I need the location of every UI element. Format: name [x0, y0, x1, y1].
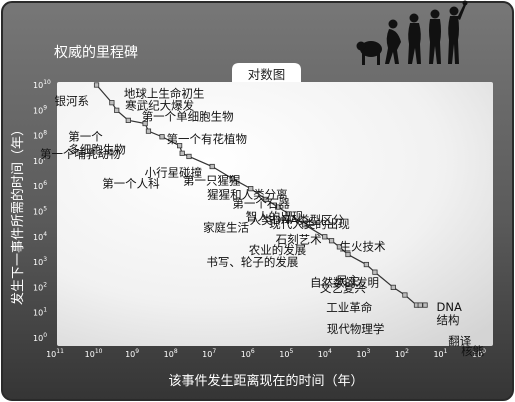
data-point [345, 251, 351, 258]
data-point [402, 292, 408, 298]
y-tick-label: 104 [33, 231, 47, 242]
event-label: 寒武纪大爆发 [125, 99, 194, 113]
data-point [159, 134, 165, 140]
event-label: 工业革命 [326, 300, 372, 314]
event-label: 第一只猩猩 [183, 173, 241, 187]
evolution-silhouette-icon [356, 0, 468, 65]
event-label: 第一个单细胞生物 [142, 109, 234, 123]
event-label: 翻译 [448, 334, 471, 348]
data-point [145, 128, 152, 134]
tick-labels: 1011 1010 109 108 107 106 105 104 103 102 101 100 10… [33, 79, 486, 359]
data-series [93, 82, 428, 308]
x-tick-label: 100 [472, 348, 486, 359]
event-label: 民主 [336, 274, 359, 288]
x-tick-label: 108 [164, 348, 178, 359]
event-label: 现代人类的出现 [269, 217, 350, 231]
x-tick-label: 101 [433, 348, 447, 359]
y-tick-label: 109 [33, 104, 47, 115]
y-tick-label: 103 [33, 256, 47, 267]
event-label: 小行星碰撞 [145, 166, 203, 180]
x-tick-label: 106 [241, 348, 255, 359]
event-label: 农业的发展 [249, 243, 307, 257]
data-point [322, 234, 328, 240]
event-label: 核能 [461, 344, 484, 358]
x-tick-label: 1011 [46, 348, 64, 359]
event-label: 猩猩和人类分离 [207, 188, 288, 202]
y-tick-label: 106 [33, 180, 47, 191]
data-point [336, 244, 343, 250]
data-point [248, 186, 254, 192]
event-label: DNA 结构 [437, 300, 462, 327]
event-label: 第一个人科 [102, 176, 160, 190]
chart-title: 对数图 [248, 67, 286, 82]
x-tick-label: 105 [279, 348, 293, 359]
data-point [229, 175, 235, 182]
data-point [93, 82, 100, 88]
data-point [179, 150, 185, 156]
y-tick-label: 100 [33, 332, 47, 343]
series-line [96, 84, 426, 306]
x-tick-label: 103 [356, 348, 370, 359]
x-tick-label: 104 [318, 348, 332, 359]
chart-subtitle: 权威的里程碑 [54, 45, 138, 61]
data-point [417, 302, 423, 308]
data-point [177, 143, 183, 149]
data-point [275, 204, 281, 210]
y-tick-label: 108 [33, 130, 47, 141]
data-point [302, 222, 308, 228]
data-point [328, 238, 335, 244]
chart-title-tab [232, 63, 301, 83]
event-label: 人类DNA类型区分 [250, 213, 345, 227]
event-label: 第一个石器 [232, 197, 290, 211]
event-label: 文艺复兴 [320, 281, 366, 295]
data-point [422, 302, 428, 308]
data-point [286, 211, 292, 217]
y-tick-label: 102 [33, 281, 47, 292]
event-label: 银河系 [55, 94, 90, 108]
event-label: 第一个多细胞生物 [68, 129, 126, 156]
event-label: 第一个哺乳动物 [40, 147, 121, 161]
y-tick-label: 107 [33, 155, 47, 166]
data-point [363, 261, 369, 268]
event-label: 书写、轮子的发展 [206, 255, 298, 269]
x-axis-title: 该事件发生距离现在的时间（年） [168, 373, 363, 389]
y-tick-label: 1010 [33, 79, 51, 90]
y-axis-title: 发生下一事件所需的时间（年） [10, 123, 26, 305]
data-point [114, 107, 120, 113]
event-label: 地球上生命初生 [124, 87, 205, 101]
event-label: 家庭生活 [203, 220, 249, 234]
data-point [142, 120, 148, 127]
data-point [263, 196, 269, 203]
x-tick-label: 107 [202, 348, 216, 359]
data-point [125, 117, 131, 123]
y-tick-label: 105 [33, 206, 47, 217]
data-point [109, 100, 115, 106]
x-tick-label: 109 [125, 348, 139, 359]
y-tick-label: 101 [33, 307, 47, 318]
data-point [186, 153, 192, 160]
x-tick-label: 102 [395, 348, 409, 359]
data-point [372, 269, 378, 275]
x-tick-label: 1010 [85, 348, 103, 359]
event-label: 第一个有花植物 [166, 132, 247, 146]
event-label: 智人的出现 [246, 210, 304, 224]
data-point [390, 284, 396, 291]
event-label: 石刻艺术 [276, 233, 322, 247]
data-point [209, 163, 215, 170]
event-label: 自然数的发明 [310, 275, 379, 289]
event-label: 生火技术 [340, 240, 386, 254]
event-label: 现代物理学 [327, 322, 385, 336]
